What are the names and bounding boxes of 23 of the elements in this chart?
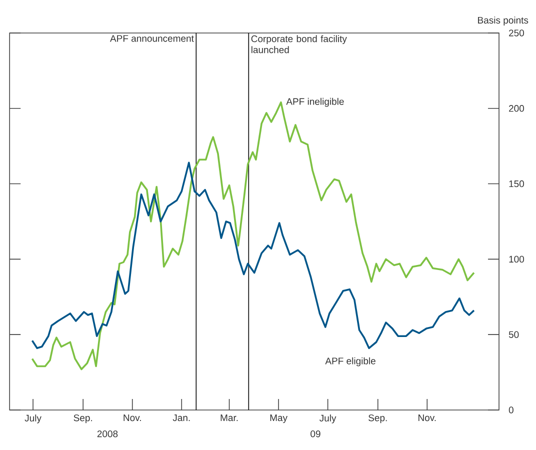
text: 09	[310, 430, 320, 438]
x-tick-label: Jan.	[172, 414, 190, 422]
y-tick-label: 100	[509, 256, 524, 263]
x-tick-label: July	[320, 414, 336, 424]
y-tick-label: 250	[509, 30, 524, 36]
y-axis-title: Basis points	[478, 16, 528, 26]
x-tick-label: Sep.	[368, 414, 387, 424]
x-tick-label: Mar.	[220, 414, 238, 422]
series-label: APF eligible	[325, 357, 376, 366]
ref-line-label: Corporate bond facility launched	[251, 35, 347, 54]
text: 2008	[97, 430, 118, 438]
line-series	[31, 162, 475, 350]
x-tick-label: July	[24, 414, 42, 424]
x-tick-label: May	[270, 414, 288, 424]
ref-line-label: APF announcement	[110, 35, 194, 42]
y-tick-label: 200	[509, 105, 524, 112]
y-tick-label: 50	[508, 331, 519, 338]
x-tick-label: Nov.	[124, 414, 141, 422]
x-tick-label: Nov.	[418, 414, 436, 422]
x-tick-label: Sep.	[74, 414, 92, 424]
y-tick-label: 0	[508, 406, 514, 414]
series-label: APF ineligible	[286, 98, 344, 107]
y-tick-label: 150	[509, 180, 524, 188]
